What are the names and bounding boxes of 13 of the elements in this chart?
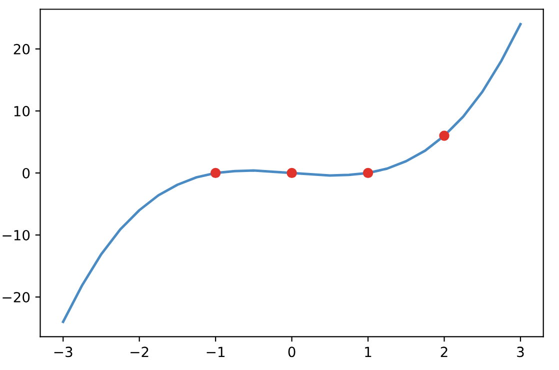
x-tick-label: 0 [288, 346, 296, 358]
y-tick-label: 10 [14, 106, 30, 116]
x-tick-label: −1 [206, 346, 225, 357]
y-tick-label: 0 [22, 168, 30, 178]
x-tick-label: −2 [130, 346, 148, 357]
x-tick-label: 3 [517, 346, 524, 358]
x-tick-label: −3 [54, 346, 72, 358]
x-tick-label: 1 [365, 346, 372, 357]
y-tick-label: −20 [2, 292, 30, 302]
line-series [62, 22, 522, 324]
y-tick-label: −10 [2, 230, 30, 240]
y-tick-label: 20 [14, 44, 30, 54]
x-tick-label: 2 [440, 346, 448, 357]
